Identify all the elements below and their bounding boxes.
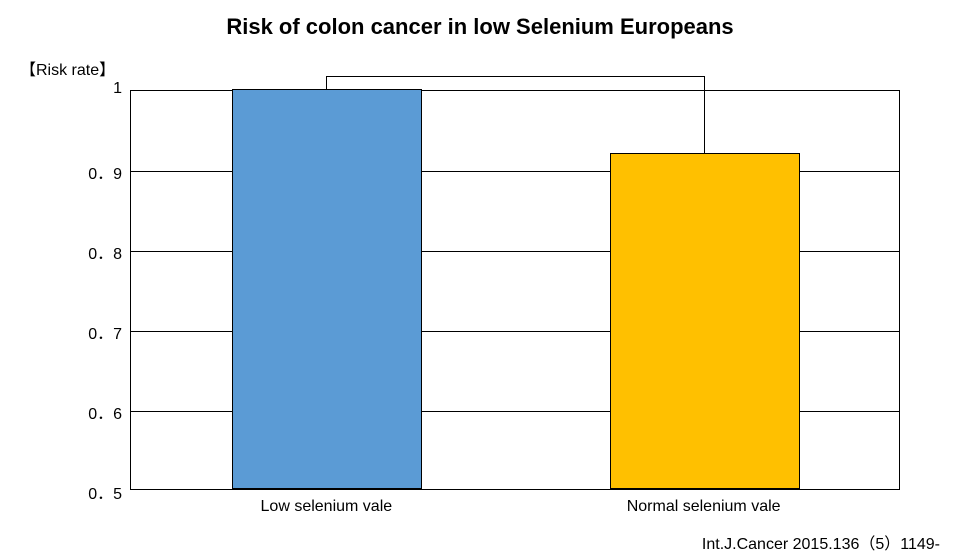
comparison-bracket	[326, 76, 703, 77]
y-tick-label: 0．7	[52, 320, 122, 344]
y-tick-label: 0．6	[52, 400, 122, 424]
y-tick-label: 0．8	[52, 240, 122, 264]
comparison-bracket-right	[704, 76, 705, 154]
comparison-bracket-left	[326, 76, 327, 90]
chart-title: Risk of colon cancer in low Selenium Eur…	[0, 14, 960, 40]
y-axis-label: 【Risk rate】	[20, 56, 115, 80]
bar	[232, 89, 422, 489]
bar	[610, 153, 800, 489]
citation-text: Int.J.Cancer 2015.136（5）1149-	[702, 530, 940, 554]
x-category-label: Normal selenium vale	[627, 498, 781, 516]
y-tick-label: 0．9	[52, 160, 122, 184]
y-tick-label: 1	[52, 80, 122, 98]
y-tick-label: 0．5	[52, 480, 122, 504]
plot-area	[130, 90, 900, 490]
x-category-label: Low selenium vale	[261, 498, 393, 516]
